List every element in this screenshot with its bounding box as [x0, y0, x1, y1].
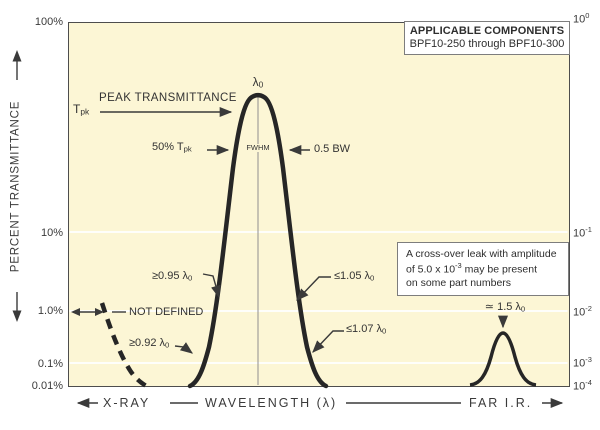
tpk-label: Tpk: [73, 102, 90, 117]
half-base: 50% T: [152, 141, 184, 153]
tick-exp: -2: [585, 304, 592, 313]
le105-label: ≤1.05 λ0: [334, 270, 374, 283]
tick-exp: -1: [585, 225, 592, 234]
applicable-components-title: APPLICABLE COMPONENTS: [409, 25, 565, 37]
crossover-note-box: A cross-over leak with amplitude of 5.0 …: [397, 242, 569, 296]
ge95-label: ≥0.95 λ0: [152, 270, 192, 283]
not-defined-label: NOT DEFINED: [129, 306, 204, 318]
tick-base: 10: [573, 357, 586, 370]
y-tick-0p1pct: 0.1%: [37, 358, 63, 370]
le105-base: ≤1.05 λ: [334, 270, 371, 282]
peak-transmittance-label: PEAK TRANSMITTANCE: [99, 92, 237, 104]
note-line-2-post: may be present: [461, 263, 538, 276]
up-arrowhead: [12, 50, 22, 62]
y-tick-1e0: 100: [573, 11, 589, 26]
tick-base: 10: [573, 13, 586, 26]
lambda-sub: 0: [258, 79, 264, 90]
note-line-1: A cross-over leak with amplitude: [406, 248, 557, 260]
half-sub: pk: [183, 144, 192, 154]
leak-position-label: ≃ 1.5 λ0: [485, 301, 525, 314]
le107-label: ≤1.07 λ0: [346, 323, 386, 336]
note-line-3: on some part numbers: [406, 276, 512, 289]
lambda0-label: λ0: [252, 75, 264, 90]
x-region-xray: X-RAY: [103, 396, 151, 410]
tick-exp: -4: [585, 378, 592, 387]
lambda-base: λ: [252, 75, 259, 89]
plot-area: [68, 22, 570, 387]
y-tick-1e-1: 10-1: [573, 225, 592, 240]
fwhm-label: FWHM: [245, 143, 271, 153]
y-tick-100pct: 100%: [34, 16, 63, 28]
tpk-sub: pk: [80, 106, 90, 117]
tpk-base: T: [73, 102, 81, 116]
note-line-2-pre: of 5.0 x 10: [406, 263, 456, 276]
ge92-label: ≥0.92 λ0: [129, 337, 169, 350]
y-tick-1pct: 1.0%: [37, 305, 63, 317]
leak-sub: 0: [520, 304, 526, 314]
applicable-components-range: BPF10-250 through BPF10-300: [409, 38, 565, 50]
x-axis-title: WAVELENGTH (λ): [205, 396, 338, 410]
tick-base: 10: [573, 380, 586, 393]
y-tick-0p01pct: 0.01%: [31, 380, 63, 392]
le107-base: ≤1.07 λ: [346, 323, 383, 335]
leak-base: ≃ 1.5 λ: [484, 301, 521, 313]
ge95-base: ≥0.95 λ: [152, 270, 189, 282]
half-tpk-label: 50% Tpk: [152, 141, 192, 154]
y-tick-1e-2: 10-2: [573, 304, 592, 319]
half-bw-label: 0.5 BW: [314, 143, 351, 155]
tick-base: 10: [573, 306, 586, 319]
le107-sub: 0: [382, 326, 387, 336]
tick-base: 10: [573, 227, 586, 240]
ge92-base: ≥0.92 λ: [129, 337, 166, 349]
note-line-2: of 5.0 x 10-3 may be present: [406, 261, 562, 277]
ge92-sub: 0: [165, 340, 170, 350]
applicable-components-box: APPLICABLE COMPONENTS BPF10-250 through …: [404, 21, 570, 55]
ge95-sub: 0: [188, 273, 193, 283]
note-line-2-exp: -3: [455, 261, 462, 271]
y-tick-1e-3: 10-3: [573, 355, 592, 370]
y-tick-10pct: 10%: [40, 227, 63, 239]
tick-exp: 0: [585, 11, 590, 20]
tick-exp: -3: [585, 355, 592, 364]
y-axis-title: PERCENT TRANSMITTANCE: [9, 100, 22, 273]
le105-sub: 0: [370, 273, 375, 283]
x-region-far-ir: FAR I.R.: [469, 396, 533, 410]
y-tick-1e-4: 10-4: [573, 378, 592, 393]
